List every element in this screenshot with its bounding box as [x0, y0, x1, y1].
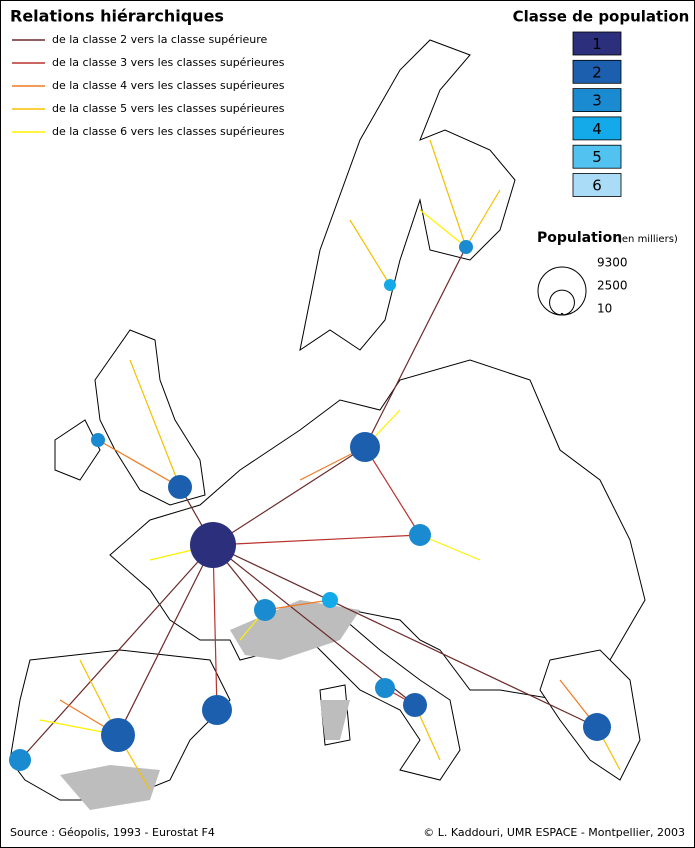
- legend-label: de la classe 6 vers les classes supérieu…: [52, 125, 285, 138]
- population-title: Population: [537, 230, 622, 246]
- class-box: [572, 31, 622, 56]
- class-legend-title: Classe de population: [513, 8, 690, 26]
- class-legend: 1 2 3 4 5 6: [572, 31, 622, 197]
- population-circle: [560, 312, 564, 316]
- class-label: 5: [592, 148, 602, 166]
- class-label: 6: [592, 177, 602, 195]
- population-label: 9300: [597, 256, 628, 270]
- title: Relations hiérarchiques: [10, 7, 224, 26]
- population-legend: 9300 2500 10: [537, 256, 628, 316]
- class-box: [572, 116, 622, 141]
- credit: © L. Kaddouri, UMR ESPACE - Montpellier,…: [423, 826, 685, 839]
- legend-label: de la classe 2 vers la classe supérieure: [52, 33, 268, 46]
- class-label: 3: [592, 92, 602, 110]
- legend-label: de la classe 5 vers les classes supérieu…: [52, 102, 285, 115]
- cities: [9, 240, 611, 771]
- class-label: 2: [592, 63, 602, 81]
- class-box: [572, 88, 622, 112]
- legend-label: de la classe 4 vers les classes supérieu…: [52, 79, 285, 92]
- population-label: 2500: [597, 279, 628, 293]
- relations-legend: de la classe 2 vers la classe supérieure…: [12, 33, 285, 138]
- population-unit: (en milliers): [618, 234, 678, 245]
- class-label: 4: [592, 120, 602, 138]
- source: Source : Géopolis, 1993 - Eurostat F4: [10, 826, 215, 839]
- class-box: [572, 144, 622, 169]
- class-box: [572, 59, 622, 84]
- population-label: 10: [597, 302, 612, 316]
- legend-label: de la classe 3 vers les classes supérieu…: [52, 56, 285, 69]
- class-label: 1: [592, 35, 602, 53]
- class-box: [572, 173, 622, 197]
